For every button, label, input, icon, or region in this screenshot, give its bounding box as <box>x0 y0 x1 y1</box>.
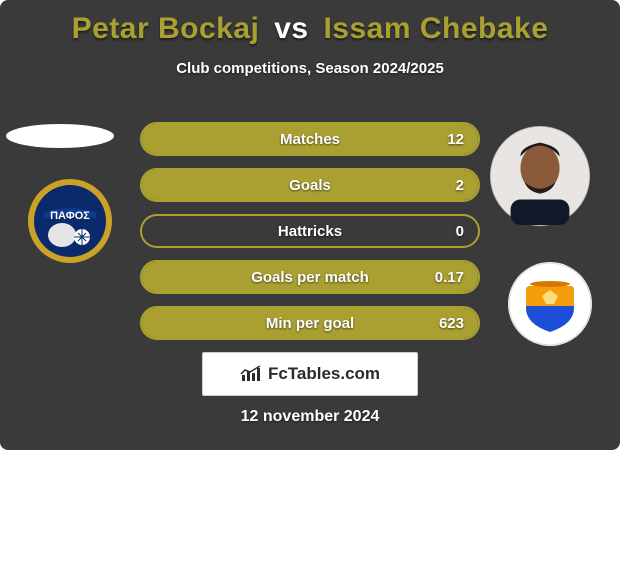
subtitle: Club competitions, Season 2024/2025 <box>0 60 620 77</box>
stat-label: Goals per match <box>142 269 478 286</box>
stat-value-right: 623 <box>439 315 464 332</box>
stat-row: Goals2 <box>140 168 480 202</box>
club-badge-icon <box>508 262 592 346</box>
brand-text: FcTables.com <box>268 364 380 384</box>
player1-club-badge: ΠΑΦΟΣ <box>28 179 112 263</box>
player2-name: Issam Chebake <box>323 12 548 45</box>
stat-label: Matches <box>142 131 478 148</box>
brand-box: FcTables.com <box>202 352 418 396</box>
comparison-card: Petar Bockaj vs Issam Chebake Club compe… <box>0 0 620 450</box>
left-avatar-placeholder <box>6 124 114 148</box>
stat-label: Hattricks <box>142 223 478 240</box>
stat-label: Goals <box>142 177 478 194</box>
player2-club-badge <box>508 262 592 346</box>
stat-value-right: 2 <box>456 177 464 194</box>
date-text: 12 november 2024 <box>0 408 620 426</box>
club-badge-icon: ΠΑΦΟΣ <box>28 179 112 263</box>
player1-name: Petar Bockaj <box>72 12 260 45</box>
stat-row: Hattricks0 <box>140 214 480 248</box>
title: Petar Bockaj vs Issam Chebake <box>0 12 620 46</box>
stat-label: Min per goal <box>142 315 478 332</box>
stat-value-right: 0 <box>456 223 464 240</box>
stat-value-right: 12 <box>447 131 464 148</box>
stat-row: Matches12 <box>140 122 480 156</box>
stats-bars: Matches12 Goals2 Hattricks0 Goals per match… <box>140 122 480 352</box>
avatar-icon <box>491 127 589 225</box>
brand-chart-icon <box>240 365 262 383</box>
player2-avatar <box>490 126 590 226</box>
stat-row: Min per goal623 <box>140 306 480 340</box>
vs-text: vs <box>274 12 308 45</box>
stat-row: Goals per match0.17 <box>140 260 480 294</box>
stat-value-right: 0.17 <box>435 269 464 286</box>
svg-text:ΠΑΦΟΣ: ΠΑΦΟΣ <box>50 210 90 222</box>
